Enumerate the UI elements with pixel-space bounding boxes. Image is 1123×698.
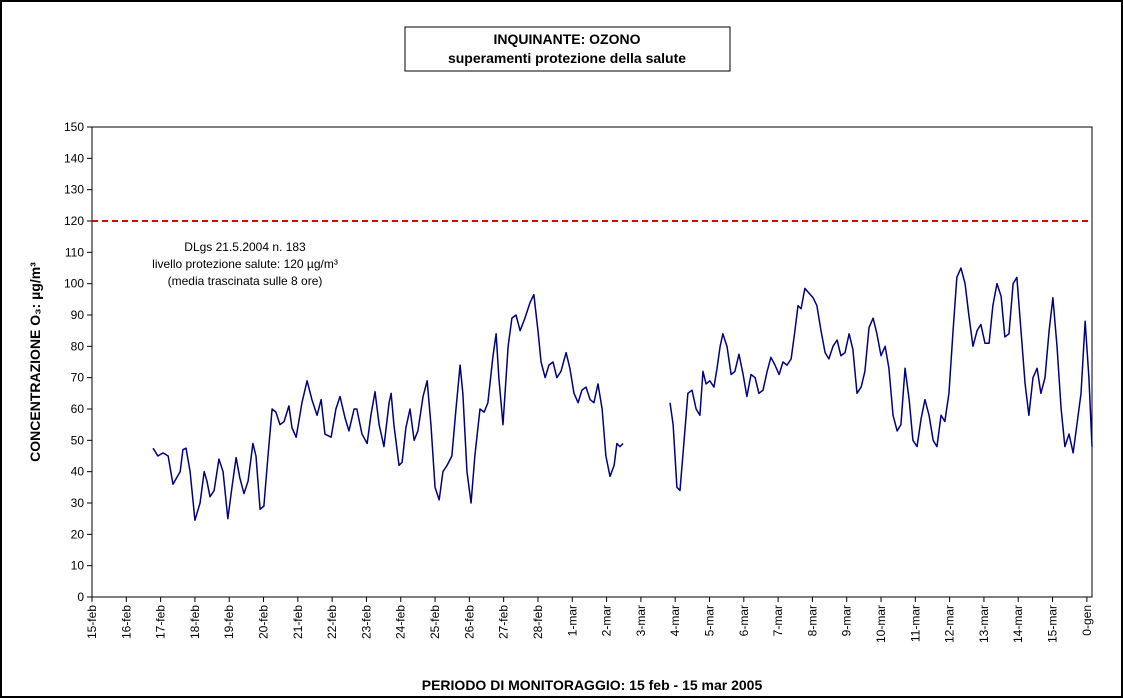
y-tick-label: 40	[71, 465, 85, 479]
y-tick-label: 100	[64, 277, 84, 291]
x-tick-label: 11-mar	[908, 605, 922, 642]
y-tick-label: 90	[71, 308, 85, 322]
x-tick-label: 14-mar	[1011, 605, 1025, 643]
y-tick-label: 10	[71, 559, 85, 573]
x-axis-label: PERIODO DI MONITORAGGIO: 15 feb - 15 mar…	[422, 677, 763, 693]
x-tick-label: 22-feb	[325, 605, 339, 639]
x-tick-label: 20-feb	[257, 605, 271, 639]
y-tick-label: 150	[64, 120, 84, 134]
x-tick-label: 6-mar	[737, 605, 751, 636]
y-tick-label: 120	[64, 214, 84, 228]
x-tick-label: 17-feb	[154, 605, 168, 639]
x-tick-label: 21-feb	[291, 605, 305, 639]
data-line	[152, 267, 1093, 521]
x-tick-label: 24-feb	[394, 605, 408, 639]
x-tick-label: 9-mar	[840, 605, 854, 636]
threshold-annotation: (media trascinata sulle 8 ore)	[168, 274, 323, 288]
x-tick-label: 1-mar	[565, 605, 579, 636]
y-tick-label: 80	[71, 339, 85, 353]
x-tick-label: 7-mar	[771, 605, 785, 636]
x-tick-label: 27-feb	[497, 605, 511, 639]
x-tick-label: 3-mar	[634, 605, 648, 636]
y-tick-label: 30	[71, 496, 85, 510]
threshold-annotation: DLgs 21.5.2004 n. 183	[184, 240, 306, 254]
chart-subtitle: superamenti protezione della salute	[448, 50, 686, 66]
y-tick-label: 20	[71, 527, 85, 541]
x-tick-label: 15-mar	[1046, 605, 1060, 643]
y-tick-label: 110	[65, 245, 84, 259]
x-tick-label: 5-mar	[702, 605, 716, 636]
y-axis-label: CONCENTRAZIONE O₃: µg/m³	[27, 262, 43, 462]
y-tick-label: 60	[71, 402, 85, 416]
y-tick-label: 0	[77, 590, 84, 604]
y-tick-label: 70	[71, 371, 85, 385]
threshold-annotation: livello protezione salute: 120 µg/m³	[152, 257, 338, 271]
x-tick-label: 26-feb	[462, 605, 476, 639]
plot-frame	[91, 126, 1093, 598]
x-tick-label: 2-mar	[600, 605, 614, 636]
x-tick-label: 25-feb	[428, 605, 442, 639]
x-tick-label: 16-feb	[119, 605, 133, 639]
chart-title: INQUINANTE: OZONO	[494, 31, 641, 47]
y-tick-label: 50	[71, 433, 85, 447]
x-tick-label: 18-feb	[188, 605, 202, 639]
x-tick-label: 10-mar	[874, 605, 888, 643]
x-tick-label: 4-mar	[668, 605, 682, 636]
title-box	[404, 26, 731, 72]
x-tick-label: 0-gen	[1080, 605, 1094, 636]
x-tick-label: 19-feb	[222, 605, 236, 639]
y-tick-label: 140	[64, 151, 84, 165]
x-tick-label: 23-feb	[359, 605, 373, 639]
x-tick-label: 8-mar	[805, 605, 819, 636]
x-tick-label: 15-feb	[85, 605, 99, 639]
y-tick-label: 130	[64, 183, 84, 197]
x-tick-label: 13-mar	[977, 605, 991, 643]
x-tick-label: 12-mar	[943, 605, 957, 643]
x-tick-label: 28-feb	[531, 605, 545, 639]
